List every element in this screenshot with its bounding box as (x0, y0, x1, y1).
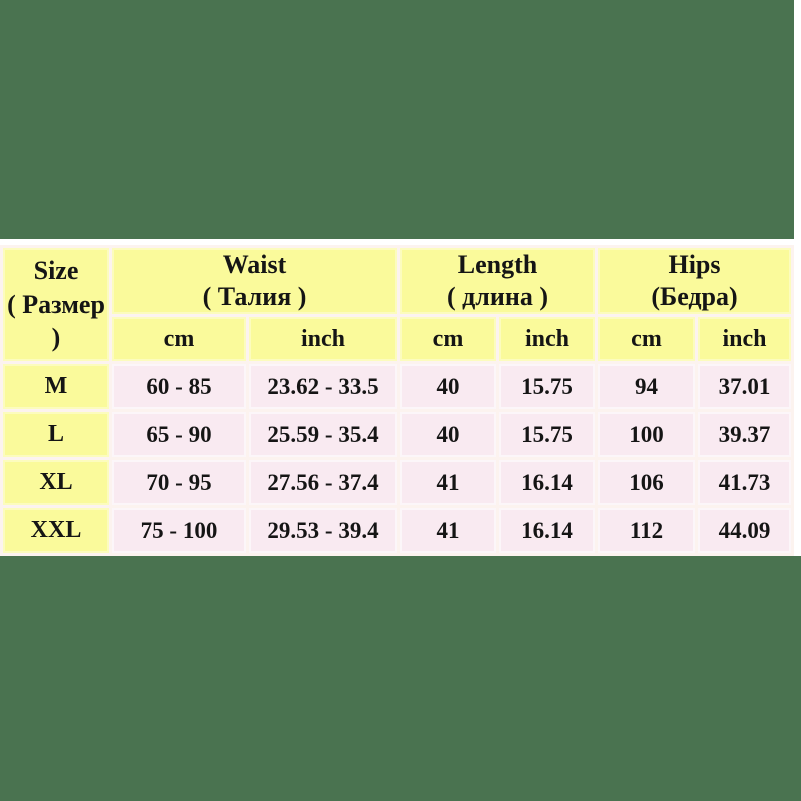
waist-inch-value: 25.59 - 35.4 (249, 412, 397, 457)
header-length-cell: Length ( длина ) (400, 248, 595, 314)
header-size-line1: Size (33, 255, 79, 285)
hips-cm-value: 100 (598, 412, 695, 457)
hips-cm-value: 112 (598, 508, 695, 553)
header-group-row: Size ( Размер ) Waist ( Талия ) Length (… (3, 248, 792, 361)
header-hips-cell: Hips (Бедра) (598, 248, 792, 314)
header-waist-line2: ( Талия ) (202, 282, 307, 311)
length-cm-value: 41 (400, 460, 496, 505)
hips-inch-value: 39.37 (698, 412, 792, 457)
waist-cm-value: 70 - 95 (112, 460, 246, 505)
unit-length-cm: cm (400, 317, 496, 361)
size-cell: XXL (3, 508, 109, 553)
size-cell: L (3, 412, 109, 457)
table-row-l: L 65 - 90 25.59 - 35.4 40 15.75 100 39.3… (3, 412, 792, 457)
table-row-m: M 60 - 85 23.62 - 33.5 40 15.75 94 37.01 (3, 364, 792, 409)
header-waist-line1: Waist (222, 249, 287, 279)
header-length-line1: Length (457, 249, 538, 279)
length-inch-value: 16.14 (499, 460, 595, 505)
size-chart: Size ( Размер ) Waist ( Талия ) Length (… (0, 239, 795, 556)
header-size-line2: ( Размер ) (7, 289, 105, 353)
length-inch-value: 15.75 (499, 412, 595, 457)
hips-inch-value: 44.09 (698, 508, 792, 553)
waist-inch-value: 27.56 - 37.4 (249, 460, 397, 505)
length-cm-value: 41 (400, 508, 496, 553)
header-waist-cell: Waist ( Талия ) (112, 248, 397, 314)
table-row-xxl: XXL 75 - 100 29.53 - 39.4 41 16.14 112 4… (3, 508, 792, 553)
waist-cm-value: 65 - 90 (112, 412, 246, 457)
header-hips-line2: (Бедра) (651, 282, 738, 311)
size-cell: M (3, 364, 109, 409)
hips-inch-value: 41.73 (698, 460, 792, 505)
size-chart-table: Size ( Размер ) Waist ( Талия ) Length (… (0, 245, 795, 556)
length-inch-value: 16.14 (499, 508, 595, 553)
header-size-cell: Size ( Размер ) (3, 248, 109, 361)
waist-cm-value: 75 - 100 (112, 508, 246, 553)
hips-cm-value: 106 (598, 460, 695, 505)
unit-length-inch: inch (499, 317, 595, 361)
size-cell: XL (3, 460, 109, 505)
hips-inch-value: 37.01 (698, 364, 792, 409)
waist-inch-value: 23.62 - 33.5 (249, 364, 397, 409)
length-cm-value: 40 (400, 364, 496, 409)
hips-cm-value: 94 (598, 364, 695, 409)
table-row-xl: XL 70 - 95 27.56 - 37.4 41 16.14 106 41.… (3, 460, 792, 505)
unit-waist-inch: inch (249, 317, 397, 361)
waist-inch-value: 29.53 - 39.4 (249, 508, 397, 553)
length-inch-value: 15.75 (499, 364, 595, 409)
unit-hips-cm: cm (598, 317, 695, 361)
header-length-line2: ( длина ) (446, 282, 549, 311)
header-hips-line1: Hips (668, 249, 721, 279)
waist-cm-value: 60 - 85 (112, 364, 246, 409)
unit-hips-inch: inch (698, 317, 792, 361)
header-unit-row: cm inch cm inch cm inch (3, 317, 792, 361)
unit-waist-cm: cm (112, 317, 246, 361)
length-cm-value: 40 (400, 412, 496, 457)
right-white-margin (794, 0, 801, 556)
